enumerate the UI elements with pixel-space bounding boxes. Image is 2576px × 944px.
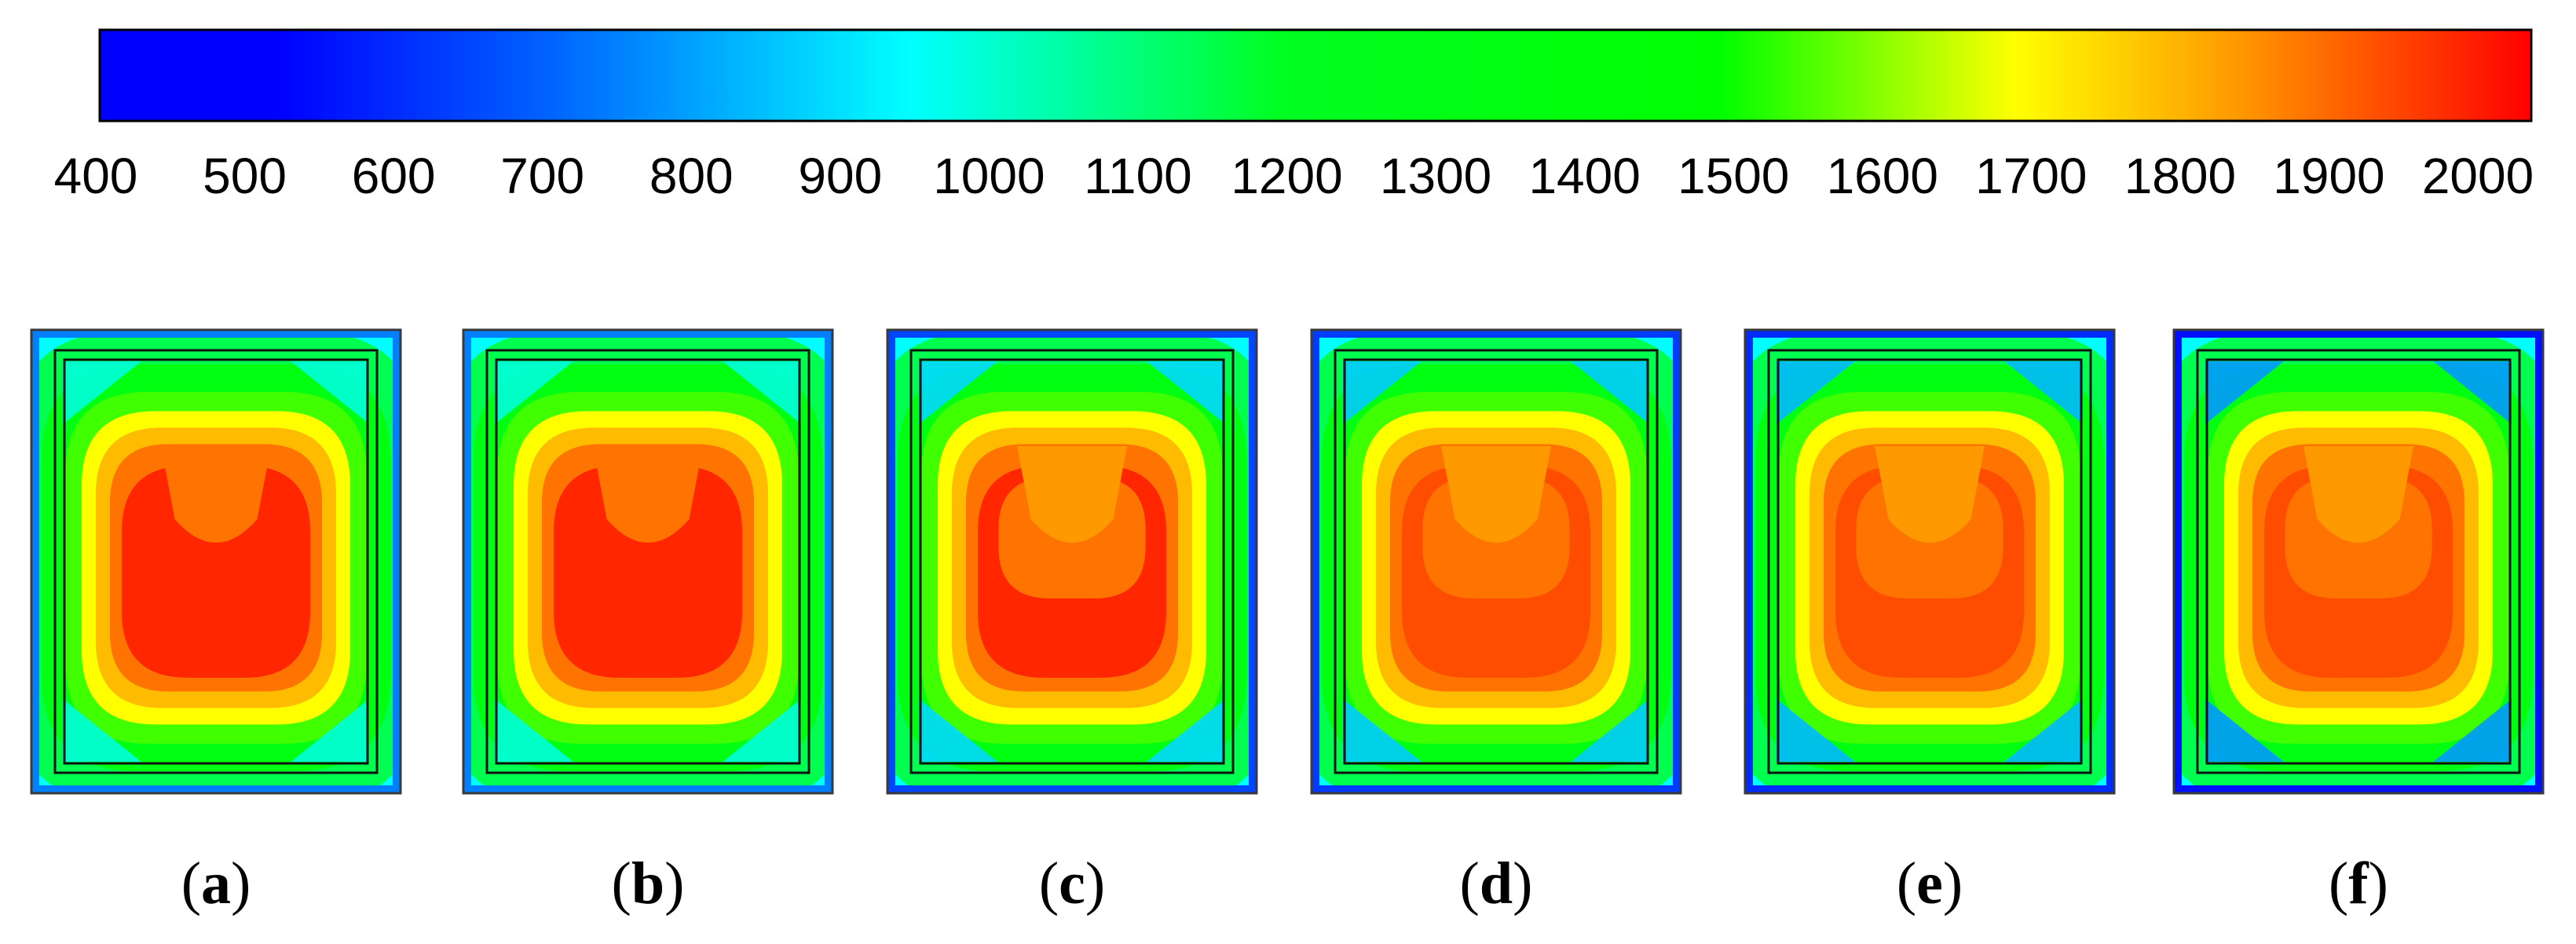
- contour-panel-b: [462, 328, 834, 795]
- panel-label-b: (b): [612, 851, 685, 917]
- panel-label-e: (e): [1897, 851, 1963, 917]
- corner-cold-zone: [1147, 699, 1225, 762]
- colorbar-tick-label: 900: [798, 148, 882, 204]
- colorbar-tick-label: 1600: [1827, 148, 1938, 204]
- corner-cold-zone: [1147, 361, 1225, 424]
- colorbar-tick-label: 1400: [1528, 148, 1640, 204]
- wall-band: [31, 330, 401, 793]
- corner-cold-zone: [495, 361, 573, 424]
- colorbar-tick-label: 1900: [2273, 148, 2384, 204]
- corner-cold-zone: [1571, 699, 1649, 762]
- corner-cold-zone: [2004, 361, 2083, 424]
- colorbar-tick-label: 400: [54, 148, 138, 204]
- wall-outline-outer: [909, 349, 1235, 774]
- central-plume: [1875, 446, 1985, 543]
- panel-letter: a: [201, 851, 231, 917]
- corner-cold-zone: [2205, 361, 2284, 424]
- colorbar-gradient: [98, 28, 2533, 123]
- contour-panel-e: [1744, 328, 2116, 795]
- colorbar-tick-label: 1300: [1380, 148, 1491, 204]
- panel-border: [1310, 328, 1682, 795]
- panel-border: [30, 328, 402, 795]
- panel-letter: b: [631, 851, 664, 917]
- contour-panel-f: [2172, 328, 2545, 795]
- panel-letter: f: [2348, 851, 2369, 917]
- contour-panel-c: [886, 328, 1258, 795]
- hot-core-region: [554, 466, 742, 678]
- hot-core-region: [122, 466, 310, 678]
- wall-outline-outer: [485, 349, 810, 774]
- wall-outline-inner: [1343, 358, 1649, 765]
- corner-cold-zone: [495, 699, 573, 762]
- panel-letter: c: [1059, 851, 1085, 917]
- corner-cold-zone: [2433, 699, 2512, 762]
- wall-outline-inner: [1776, 358, 2083, 765]
- central-plume: [2303, 446, 2413, 543]
- corner-cold-zone: [1776, 361, 1855, 424]
- colorbar-tick-label: 800: [649, 148, 734, 204]
- central-plume: [593, 446, 703, 543]
- corner-cold-zone: [723, 699, 801, 762]
- colorbar-tick-label: 1500: [1678, 148, 1789, 204]
- wall-band: [2174, 330, 2543, 793]
- wall-band: [463, 330, 832, 793]
- wall-outline-inner: [919, 358, 1225, 765]
- contour-panel-a: [30, 328, 402, 795]
- panel-label-c: (c): [1039, 851, 1105, 917]
- wall-outline-outer: [2196, 349, 2521, 774]
- contour-panels: (a) (b) (c) (d) (e) (f): [30, 328, 2545, 917]
- wall-band: [1745, 330, 2114, 793]
- corner-cold-zone: [723, 361, 801, 424]
- wall-outline-inner: [2205, 358, 2512, 765]
- colorbar-tick-label: 1200: [1231, 148, 1342, 204]
- panel-label-a: (a): [181, 851, 251, 917]
- corner-cold-zone: [1343, 361, 1422, 424]
- colorbar-tick-label: 1800: [2124, 148, 2236, 204]
- colorbar-tick-label: 1700: [1975, 148, 2087, 204]
- corner-cold-zone: [919, 361, 997, 424]
- corner-cold-zone: [1776, 699, 1855, 762]
- panel-border: [2172, 328, 2545, 795]
- wall-band: [1312, 330, 1681, 793]
- central-plume: [1441, 446, 1551, 543]
- wall-outline-outer: [1334, 349, 1659, 774]
- panel-border: [462, 328, 834, 795]
- panel-letter: d: [1480, 851, 1513, 917]
- corner-cold-zone: [1343, 699, 1422, 762]
- panel-label-d: (d): [1460, 851, 1533, 917]
- colorbar-tick-label: 600: [352, 148, 436, 204]
- contour-panel-d: [1310, 328, 1682, 795]
- wall-band: [887, 330, 1257, 793]
- colorbar-tick-label: 500: [203, 148, 287, 204]
- corner-cold-zone: [2433, 361, 2512, 424]
- colorbar-tick-labels: 400 500 600 700 800 900 1000 1100 1200 1300 1400 15…: [54, 148, 2534, 204]
- wall-outline-outer: [1767, 349, 2092, 774]
- wall-outline-inner: [495, 358, 801, 765]
- wall-outline-outer: [53, 349, 379, 774]
- corner-cold-zone: [63, 699, 141, 762]
- panel-letter: e: [1916, 851, 1943, 917]
- corner-cold-zone: [1571, 361, 1649, 424]
- central-plume: [1017, 446, 1127, 543]
- central-plume: [161, 446, 271, 543]
- corner-cold-zone: [2205, 699, 2284, 762]
- corner-cold-zone: [919, 699, 997, 762]
- panel-border: [1744, 328, 2116, 795]
- corner-cold-zone: [2004, 699, 2083, 762]
- wall-outline-inner: [63, 358, 369, 765]
- colorbar-tick-label: 700: [500, 148, 584, 204]
- panel-border: [886, 328, 1258, 795]
- corner-cold-zone: [291, 361, 369, 424]
- colorbar: 400 500 600 700 800 900 1000 1100 1200 1300 1400 15…: [54, 28, 2534, 204]
- panel-label-f: (f): [2329, 851, 2388, 917]
- corner-cold-zone: [63, 361, 141, 424]
- corner-cold-zone: [291, 699, 369, 762]
- colorbar-tick-label: 1100: [1084, 148, 1192, 204]
- colorbar-tick-label: 1000: [933, 148, 1045, 204]
- colorbar-tick-label: 2000: [2422, 148, 2534, 204]
